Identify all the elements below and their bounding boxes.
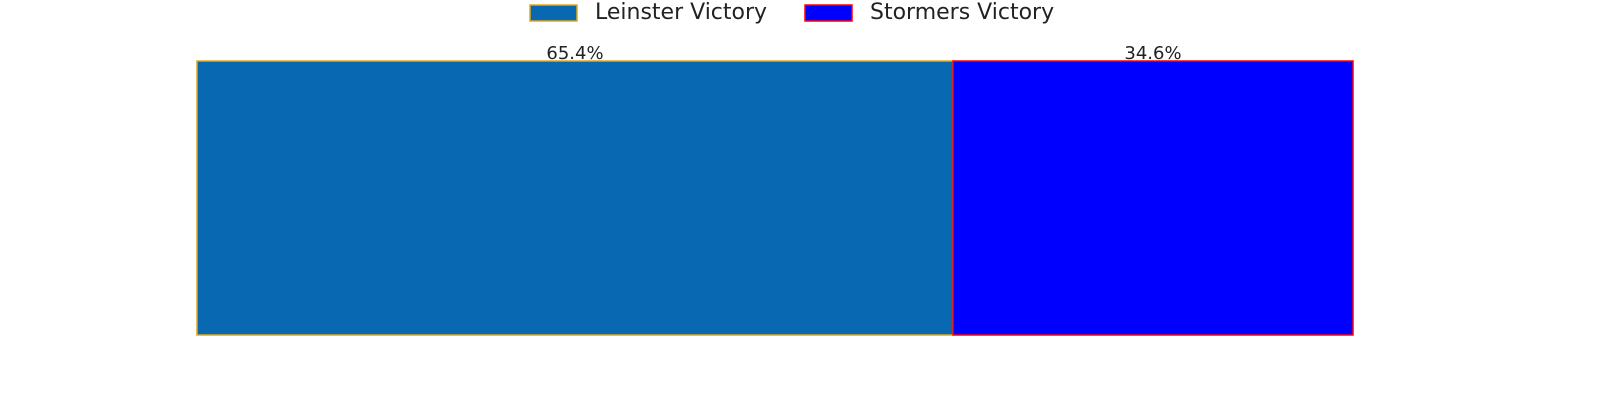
- bar-segment: [196, 60, 954, 336]
- legend-swatch: [804, 4, 853, 22]
- value-label: 34.6%: [1124, 43, 1181, 64]
- legend-swatch: [529, 4, 578, 22]
- bar-segment: [952, 60, 1354, 336]
- value-label: 65.4%: [546, 43, 603, 64]
- legend-label: Leinster Victory: [595, 0, 767, 25]
- legend-label: Stormers Victory: [870, 0, 1054, 25]
- legend: Leinster Victory Stormers Victory: [529, 0, 1054, 25]
